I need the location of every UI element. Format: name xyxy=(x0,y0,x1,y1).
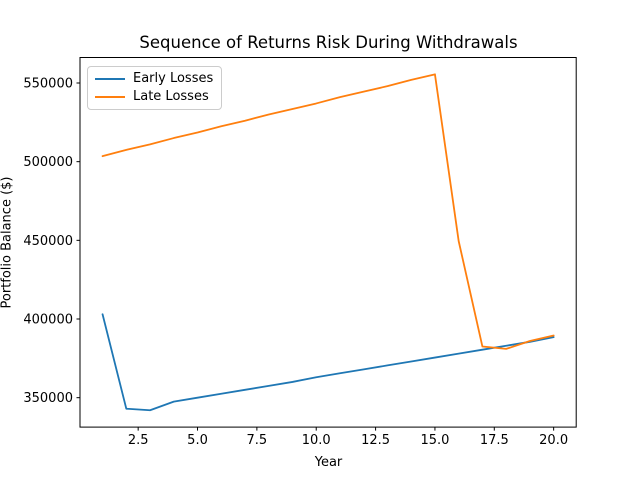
legend-line-swatch-late-losses xyxy=(95,96,125,98)
y-tick-label: 400000 xyxy=(23,313,73,328)
x-tick-label: 15.0 xyxy=(420,433,449,448)
chart-title: Sequence of Returns Risk During Withdraw… xyxy=(139,33,518,52)
x-tick-label: 20.0 xyxy=(539,433,568,448)
legend-entry-late-losses: Late Losses xyxy=(95,89,215,105)
x-tick-label: 10.0 xyxy=(302,433,331,448)
series-line-late-losses xyxy=(101,73,555,350)
x-tick-label: 17.5 xyxy=(480,433,509,448)
x-tick-label: 12.5 xyxy=(361,433,390,448)
x-tick-label: 2.5 xyxy=(128,433,149,448)
y-tick-label: 450000 xyxy=(23,234,73,249)
axes-spines xyxy=(79,57,577,428)
y-tick-label: 350000 xyxy=(23,391,73,406)
y-tick-label: 550000 xyxy=(23,76,73,91)
legend-entry-label: Early Losses xyxy=(133,71,214,86)
x-tick-label: 5.0 xyxy=(187,433,208,448)
legend: Early Losses Late Losses xyxy=(87,66,222,110)
series-line-early-losses xyxy=(101,313,555,412)
y-axis-label: Portfolio Balance ($) xyxy=(0,176,15,309)
y-tick-label: 500000 xyxy=(23,155,73,170)
legend-line-swatch-early-losses xyxy=(95,78,125,80)
x-tick-label: 7.5 xyxy=(247,433,268,448)
legend-entry-label: Late Losses xyxy=(133,89,209,104)
legend-entry-early-losses: Early Losses xyxy=(95,71,215,87)
x-axis-label: Year xyxy=(314,455,343,470)
